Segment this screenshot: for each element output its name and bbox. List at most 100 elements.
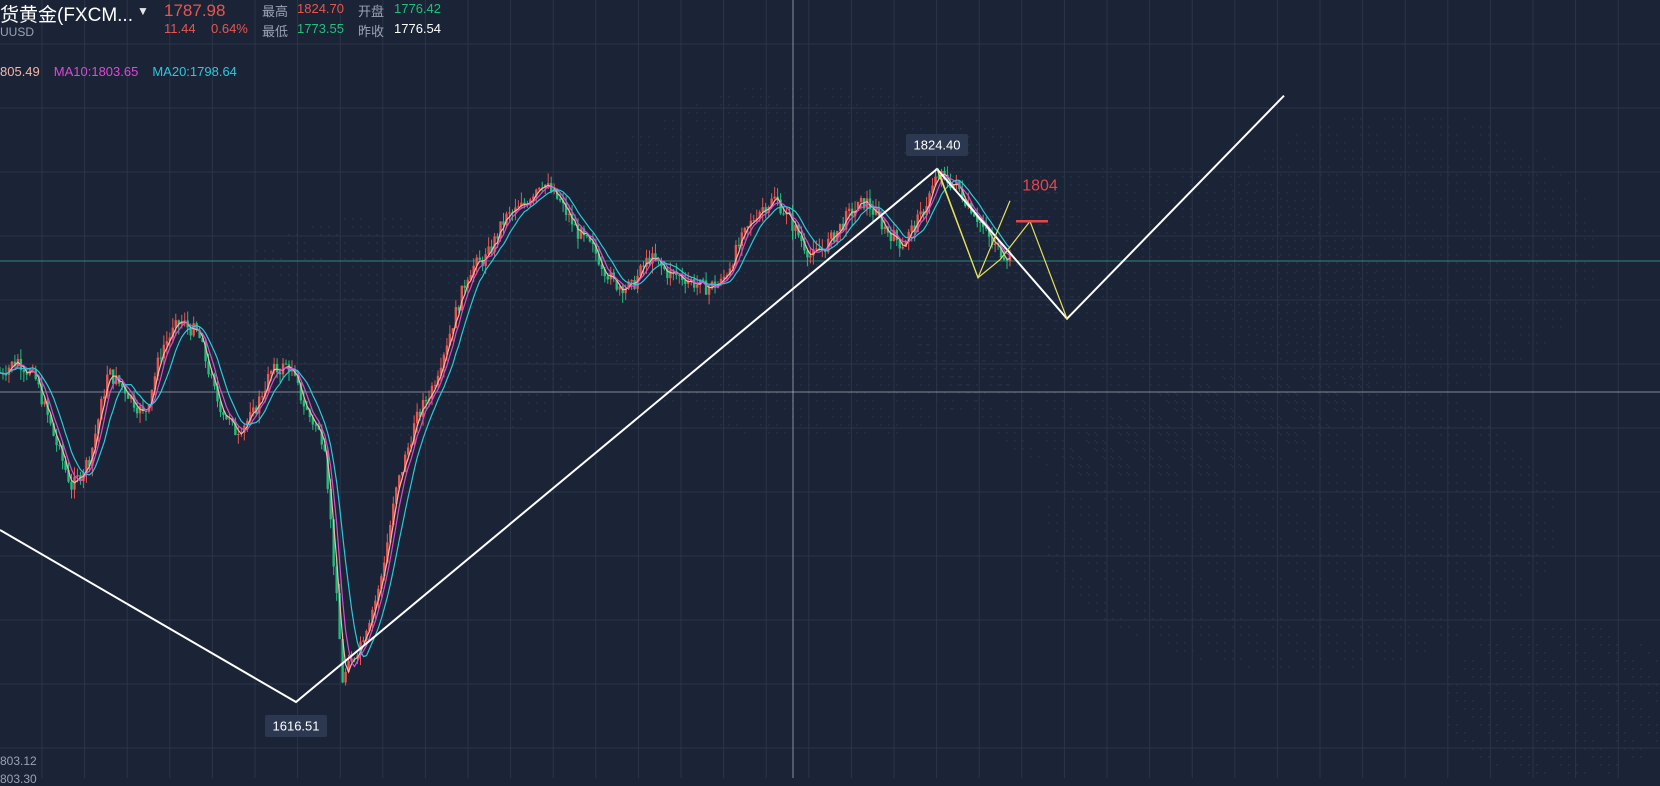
- candle-body: [302, 400, 306, 407]
- chevron-down-icon[interactable]: ▼: [137, 4, 149, 18]
- candle-body: [901, 246, 904, 249]
- candle-body: [907, 231, 910, 242]
- trend-drawings: [0, 95, 1285, 704]
- candle-body: [299, 382, 303, 401]
- candle-body: [204, 341, 207, 362]
- candle-body: [162, 344, 166, 359]
- candle-body: [43, 401, 46, 405]
- candle-body: [618, 286, 621, 290]
- ma10-line: [0, 175, 1011, 668]
- candle-body: [308, 409, 312, 418]
- swing-low-label-bg: [265, 715, 327, 737]
- candle-body: [591, 241, 595, 245]
- candle-body: [767, 206, 770, 213]
- candle-body: [490, 246, 493, 253]
- projection-line-2: [939, 174, 1011, 280]
- candle-body: [52, 423, 55, 436]
- candle-body: [794, 224, 797, 231]
- candle-body: [10, 361, 14, 368]
- candle-body: [347, 660, 350, 672]
- candle-body: [481, 259, 484, 266]
- candle-body: [207, 361, 210, 375]
- candle-body: [22, 369, 26, 373]
- candle-body: [377, 588, 380, 601]
- candle-body: [138, 406, 142, 414]
- candle-body: [88, 459, 91, 467]
- candle-body: [582, 228, 586, 235]
- trend-zigzag-line: [0, 95, 1285, 704]
- ma20-line: [0, 179, 1011, 658]
- candle-body: [100, 398, 103, 420]
- candle-body: [624, 288, 627, 294]
- candle-body: [684, 280, 687, 284]
- high-label: 最高: [262, 4, 289, 19]
- candle-body: [728, 268, 732, 276]
- candle-body: [371, 609, 374, 623]
- candle-body: [192, 323, 195, 336]
- candle-body: [183, 320, 186, 322]
- candle-body: [31, 369, 34, 371]
- candle-body: [841, 223, 845, 230]
- candle-body: [210, 374, 213, 376]
- candle-body: [409, 444, 413, 448]
- candle-body: [290, 369, 294, 372]
- candle-body: [398, 475, 401, 488]
- candle-body: [1008, 254, 1012, 262]
- candle-body: [165, 341, 169, 345]
- ma20-value: MA20:1798.64: [152, 64, 237, 79]
- open-value: 1776.42: [394, 1, 441, 16]
- candle-body: [499, 221, 502, 239]
- candle-body: [979, 221, 982, 223]
- candle-body: [532, 196, 535, 200]
- candle-body: [135, 407, 139, 414]
- candle-body: [323, 444, 326, 451]
- candle-body: [719, 278, 723, 284]
- candlestick-series: [0, 166, 1012, 686]
- candle-body: [401, 471, 404, 476]
- candle-body: [678, 274, 681, 276]
- candle-body: [815, 248, 818, 250]
- candle-body: [454, 307, 458, 329]
- candle-body: [838, 223, 842, 231]
- candle-body: [34, 369, 37, 380]
- candle-body: [201, 338, 204, 342]
- candle-body: [234, 421, 237, 436]
- candle-body: [386, 542, 389, 563]
- candle-body: [106, 374, 109, 397]
- candle-body: [576, 224, 580, 239]
- candle-body: [859, 198, 863, 202]
- candle-body: [415, 411, 419, 424]
- candle-body: [246, 420, 249, 426]
- candle-body: [171, 327, 175, 338]
- candle-body: [731, 265, 735, 269]
- prev-close-label: 昨收: [358, 24, 385, 39]
- candle-body: [663, 266, 666, 270]
- candle-body: [883, 226, 887, 230]
- candle-body: [600, 264, 604, 270]
- candle-body: [919, 211, 922, 215]
- candle-body: [937, 176, 940, 178]
- candle-body: [874, 208, 878, 215]
- candle-body: [931, 185, 934, 194]
- candle-body: [639, 265, 642, 276]
- symbol-name[interactable]: 货黄金(FXCM...: [0, 5, 133, 26]
- candle-body: [1002, 257, 1006, 260]
- price-labels: 1824.40 1616.51 1804: [265, 134, 1058, 737]
- candle-body: [871, 209, 875, 215]
- candle-body: [180, 321, 183, 325]
- candle-body: [701, 279, 705, 281]
- candle-body: [76, 475, 79, 477]
- candle-body: [457, 307, 461, 311]
- candle-body: [55, 435, 58, 446]
- candle-body: [758, 211, 761, 219]
- candle-body: [904, 241, 907, 247]
- candle-body: [213, 374, 216, 387]
- price-change-percent: 0.64%: [211, 21, 248, 36]
- candle-body: [746, 226, 750, 229]
- candle-body: [350, 658, 353, 661]
- candle-body: [126, 393, 130, 399]
- candle-body: [809, 255, 812, 258]
- candle-body: [368, 622, 371, 631]
